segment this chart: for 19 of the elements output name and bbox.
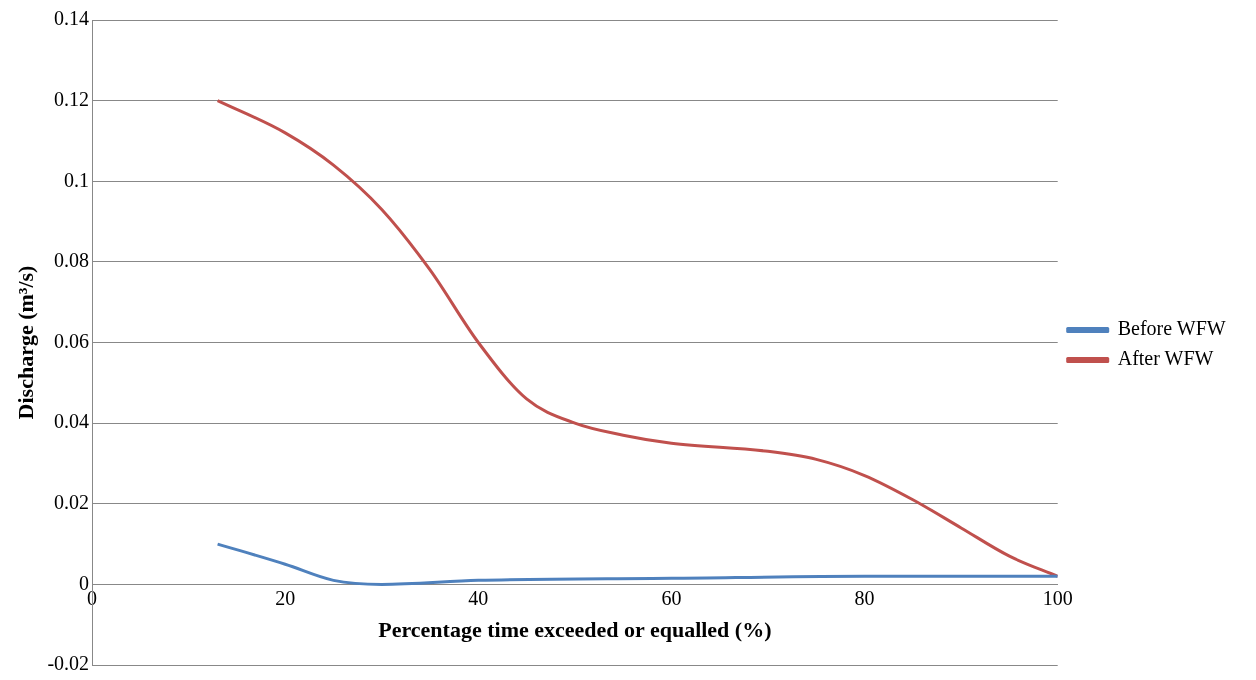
y-tick-label: -0.02: [47, 652, 90, 675]
x-tick-label: 100: [1042, 586, 1073, 609]
x-tick-label: 20: [275, 586, 296, 609]
y-tick-label: 0.02: [54, 491, 90, 513]
x-tick-label: 40: [468, 586, 489, 609]
line-series: [216, 542, 1058, 586]
line-series: [216, 99, 1058, 578]
y-tick-label: 0.04: [54, 410, 90, 433]
x-tick-label: 80: [854, 586, 875, 609]
y-tick-label: 0.12: [54, 87, 90, 110]
y-tick-label: 0.06: [54, 329, 90, 352]
y-tick-label: 0.14: [54, 7, 90, 30]
legend-label: After WFW: [1117, 347, 1214, 370]
x-tick-label: 60: [661, 586, 682, 609]
y-tick-label: 0.08: [54, 249, 90, 272]
x-axis-title: Percentage time exceeded or equalled (%): [378, 617, 772, 643]
y-tick-label: 0.1: [64, 168, 90, 191]
y-axis-title: Discharge (m³/s): [12, 265, 38, 420]
legend-label: Before WFW: [1117, 317, 1226, 340]
